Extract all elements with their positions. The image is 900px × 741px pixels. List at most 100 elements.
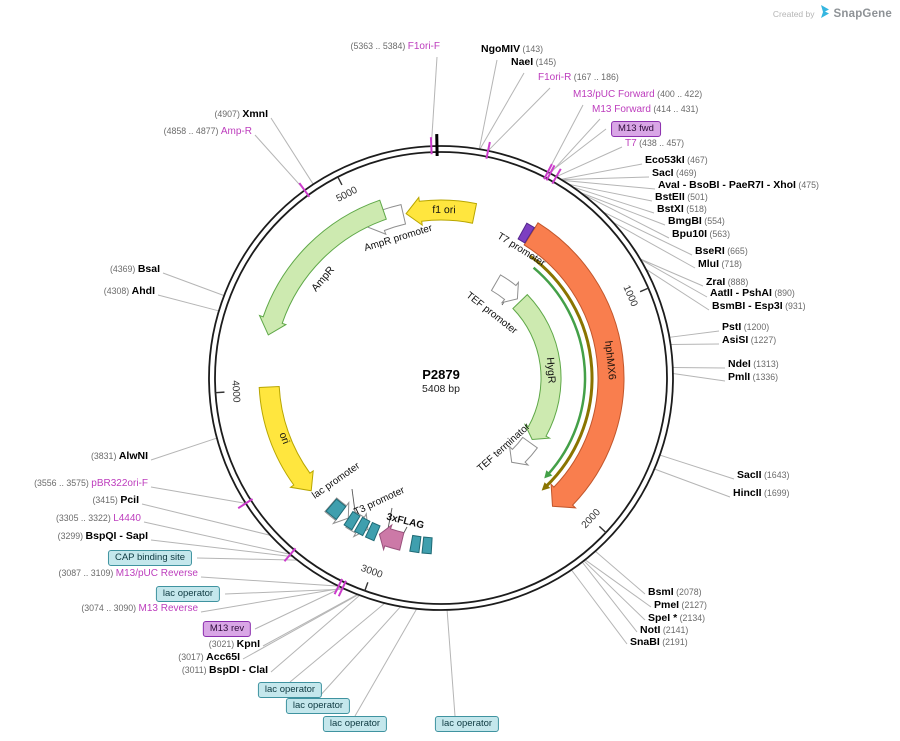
site-label[interactable]: AsiSI (1227) — [722, 335, 776, 346]
scale-label-4000: 4000 — [229, 380, 241, 403]
site-label[interactable]: T7 (438 .. 457) — [625, 138, 684, 149]
site-label[interactable]: (4858 .. 4877) Amp-R — [164, 126, 252, 137]
site-label[interactable]: (3011) BspDI - ClaI — [182, 665, 268, 676]
site-label[interactable]: PstI (1200) — [722, 322, 769, 333]
leader-line — [150, 486, 246, 504]
feature-label-hphmx6[interactable]: hphMX6 — [602, 340, 618, 380]
scale-tick — [337, 176, 343, 186]
site-label[interactable]: SnaBI (2191) — [630, 637, 688, 648]
site-label[interactable]: Bpu10I (563) — [672, 229, 730, 240]
boxed-label-m13-rev[interactable]: M13 rev — [202, 621, 252, 637]
site-label[interactable]: AvaI - BsoBI - PaeR7I - XhoI (475) — [658, 180, 819, 191]
site-label[interactable]: (3074 .. 3090) M13 Reverse — [81, 603, 198, 614]
site-label[interactable]: Eco53kI (467) — [645, 155, 708, 166]
feature-label-hygr[interactable]: HygR — [544, 357, 558, 384]
primer-name: M13/pUC Reverse — [115, 568, 198, 579]
enzyme-name: PaeR7I — [728, 179, 764, 191]
feature-label-ori[interactable]: ori — [276, 431, 291, 446]
site-label[interactable]: SacII (1643) — [737, 470, 789, 481]
site-label[interactable]: BsmBI - Esp3I (931) — [712, 301, 806, 312]
feature-lac-operator[interactable] — [409, 534, 422, 554]
site-label[interactable]: NotI (2141) — [640, 625, 688, 636]
site-label[interactable]: (3556 .. 3575) pBR322ori-F — [34, 478, 148, 489]
site-position: (3074 .. 3090) — [81, 603, 139, 613]
site-label[interactable]: BseRI (665) — [695, 246, 748, 257]
site-label[interactable]: M13 Forward (414 .. 431) — [592, 104, 698, 115]
feature-arc-hph-arc-head — [541, 482, 551, 491]
site-label[interactable]: SacI (469) — [652, 168, 697, 179]
site-label[interactable]: BstXI (518) — [657, 204, 707, 215]
site-label[interactable]: (4308) AhdI — [104, 286, 155, 297]
feature-lac-operator[interactable] — [343, 510, 361, 531]
feature-lac-operator[interactable] — [353, 516, 371, 537]
site-label[interactable]: (3087 .. 3109) M13/pUC Reverse — [59, 568, 198, 579]
site-label[interactable]: BsmI (2078) — [648, 587, 702, 598]
enzyme-name: - — [679, 179, 690, 191]
site-label[interactable]: BmgBI (554) — [668, 216, 725, 227]
feature-t7-promoter[interactable] — [517, 222, 535, 244]
feature-label-f1-ori[interactable]: f1 ori — [432, 204, 456, 216]
site-label[interactable]: AatII - PshAI (890) — [710, 288, 795, 299]
site-position: (3087 .. 3109) — [58, 568, 116, 578]
primer-name: pBR322ori-F — [91, 478, 148, 489]
site-label[interactable]: MluI (718) — [698, 259, 742, 270]
boxed-label-lac-operator[interactable]: lac operator — [257, 682, 323, 698]
site-label[interactable]: ZraI (888) — [706, 277, 748, 288]
feature-3xflag[interactable] — [378, 523, 405, 552]
site-label[interactable]: (3415) PciI — [92, 495, 139, 506]
site-label[interactable]: (3017) Acc65I — [178, 652, 240, 663]
enzyme-name: NgoMIV — [481, 43, 521, 55]
leader-line — [640, 258, 708, 298]
boxed-label-lac-operator[interactable]: lac operator — [434, 716, 500, 732]
feature-lac-operator[interactable] — [364, 521, 381, 542]
site-label[interactable]: M13/pUC Forward (400 .. 422) — [573, 89, 702, 100]
feature-tef-promoter[interactable] — [490, 274, 519, 304]
boxed-label-cap-binding-site[interactable]: CAP binding site — [107, 550, 193, 566]
feature-cap-binding-site[interactable] — [325, 498, 347, 521]
feature-arc-hph-arc — [528, 254, 594, 488]
primer-tick — [543, 163, 553, 180]
boxed-label-m13-fwd[interactable]: M13 fwd — [611, 121, 661, 137]
site-label[interactable]: NdeI (1313) — [728, 359, 779, 370]
site-label[interactable]: (3021) KpnI — [209, 639, 260, 650]
feature-label-t3-promoter[interactable]: T3 promoter — [352, 485, 407, 518]
site-label[interactable]: (3299) BspQI - SapI — [58, 531, 148, 542]
feature-label-lac-promoter[interactable]: lac promoter — [310, 460, 362, 501]
site-label[interactable]: (4369) BsaI — [110, 264, 160, 275]
site-label[interactable]: (3305 .. 3322) L4440 — [56, 513, 141, 524]
feature-ori[interactable] — [258, 385, 314, 492]
site-label[interactable]: PmeI (2127) — [654, 600, 707, 611]
feature-hphmx6[interactable] — [523, 222, 625, 509]
site-label[interactable]: (5363 .. 5384) F1ori-F — [351, 41, 440, 52]
leader-line — [581, 561, 638, 633]
enzyme-name: AvaI — [658, 179, 680, 191]
site-position: (400 .. 422) — [654, 89, 703, 99]
site-position: (145) — [533, 57, 557, 67]
site-label[interactable]: (3831) AlwNI — [91, 451, 148, 462]
enzyme-name: HincII — [733, 487, 762, 499]
site-label[interactable]: BstEII (501) — [655, 192, 708, 203]
boxed-label-lac-operator[interactable]: lac operator — [155, 586, 221, 602]
site-label[interactable]: F1ori-R (167 .. 186) — [538, 72, 619, 83]
primer-name: Amp-R — [220, 126, 252, 137]
primer-name: M13 Forward — [592, 104, 651, 115]
site-label[interactable]: HincII (1699) — [733, 488, 789, 499]
boxed-label-lac-operator[interactable]: lac operator — [285, 698, 351, 714]
site-label[interactable]: (4907) XmnI — [214, 109, 268, 120]
site-label[interactable]: PmlI (1336) — [728, 372, 778, 383]
leader-line — [548, 128, 607, 174]
leader-line — [561, 176, 650, 181]
leader-line — [487, 87, 551, 152]
enzyme-name: XmnI — [242, 108, 268, 120]
feature-lac-operator[interactable] — [421, 536, 433, 555]
feature-tef-terminator[interactable] — [508, 436, 539, 466]
feature-hygr[interactable] — [512, 293, 562, 441]
enzyme-name: - — [116, 530, 126, 542]
site-label[interactable]: SpeI * (2134) — [648, 613, 705, 624]
site-label[interactable]: NaeI (145) — [511, 57, 556, 68]
leader-line — [150, 539, 294, 558]
site-label[interactable]: NgoMIV (143) — [481, 44, 543, 55]
feature-ampr[interactable] — [258, 199, 387, 336]
feature-f1-ori[interactable] — [405, 196, 478, 227]
boxed-label-lac-operator[interactable]: lac operator — [322, 716, 388, 732]
